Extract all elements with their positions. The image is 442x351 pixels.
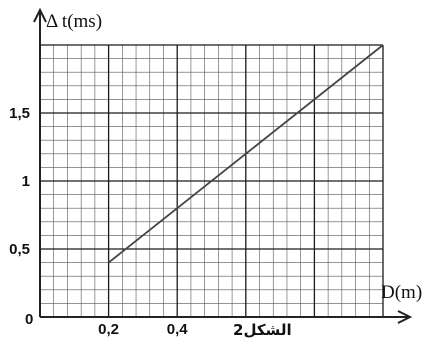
origin-label: 0 <box>25 311 33 328</box>
x-axis-arrow <box>397 310 413 324</box>
y-tick-label: 0,5 <box>9 241 30 258</box>
figure-caption: الشكل2 <box>233 321 292 339</box>
labels: Δ t(ms) D(m) 0 الشكل2 0,2 0,4 0,5 1 1,5 <box>9 11 422 339</box>
series-line <box>108 44 384 264</box>
y-tick-label: 1,5 <box>9 105 30 122</box>
series <box>108 44 384 264</box>
y-axis-label: Δ t(ms) <box>46 11 102 32</box>
y-tick-label: 1 <box>22 173 30 190</box>
x-axis-label: D(m) <box>381 282 422 303</box>
x-tick-label: 0,2 <box>98 321 119 338</box>
grid-major <box>40 44 384 317</box>
axes <box>33 7 413 324</box>
x-tick-label: 0,4 <box>167 321 189 338</box>
y-axis-arrow <box>33 7 47 23</box>
